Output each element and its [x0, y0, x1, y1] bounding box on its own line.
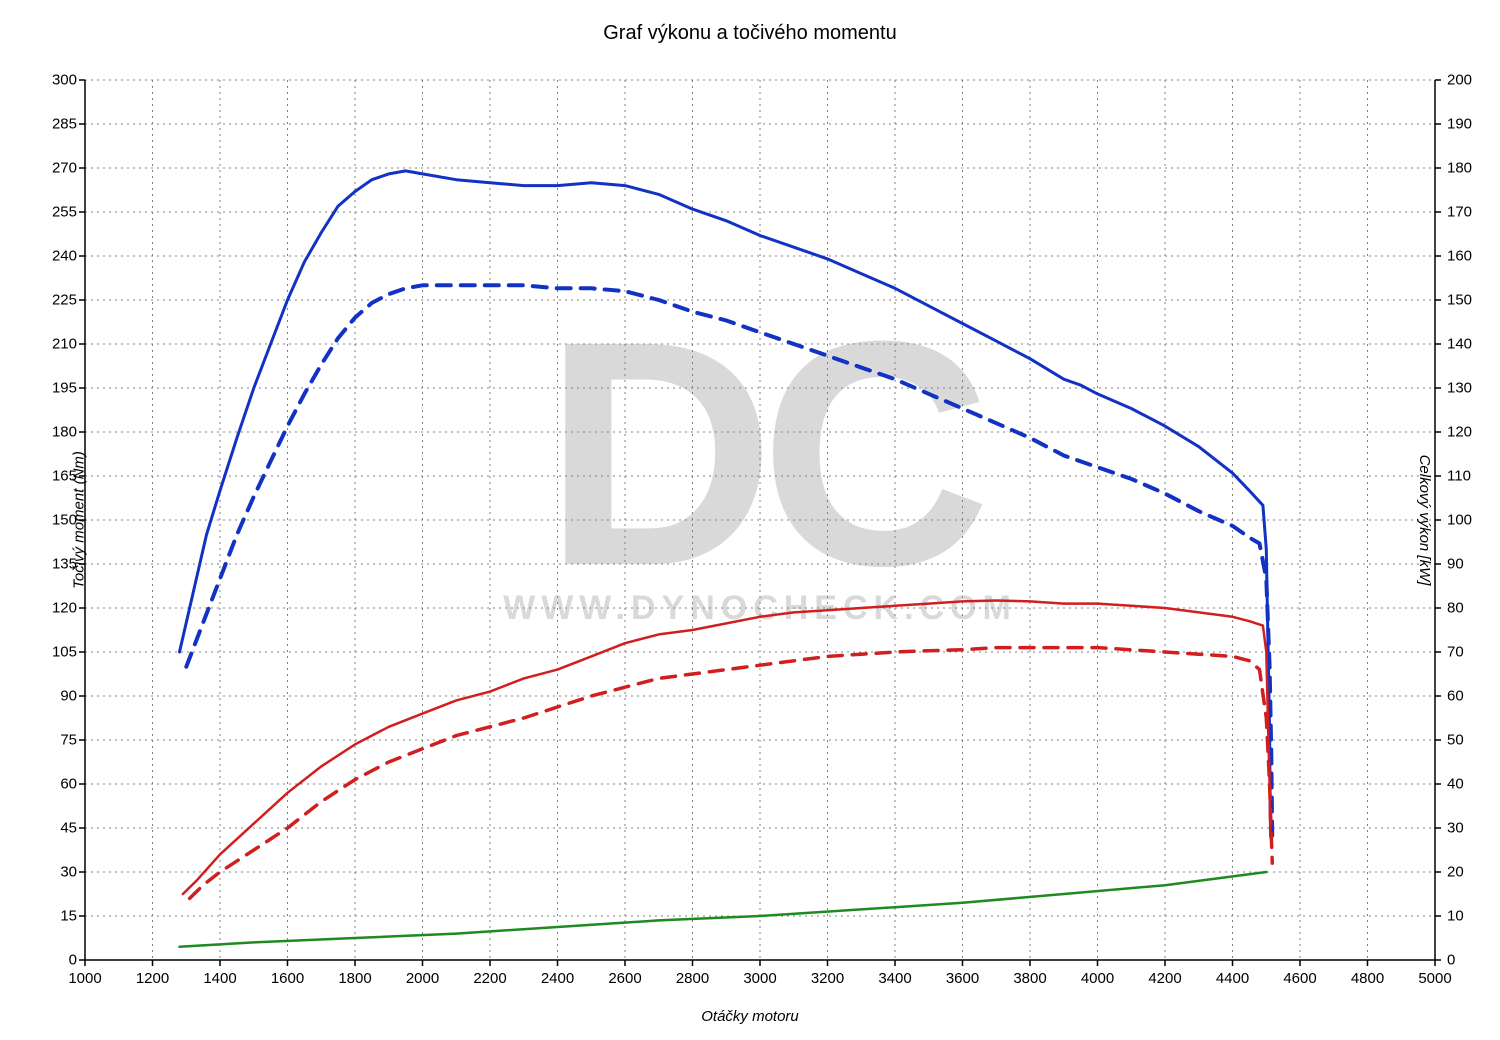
y-left-tick-label: 255 [37, 204, 77, 221]
x-tick-label: 1200 [136, 970, 169, 987]
y-left-tick-label: 75 [37, 732, 77, 749]
y-right-tick-label: 200 [1447, 72, 1472, 89]
y-right-tick-label: 170 [1447, 204, 1472, 221]
y-right-tick-label: 110 [1447, 468, 1471, 485]
y-left-tick-label: 210 [37, 336, 77, 353]
y-axis-left-label: Točivý moment (Nm) [70, 451, 87, 589]
y-right-tick-label: 30 [1447, 820, 1464, 837]
y-left-tick-label: 105 [37, 644, 77, 661]
y-right-tick-label: 100 [1447, 512, 1472, 529]
x-tick-label: 4800 [1351, 970, 1384, 987]
y-left-tick-label: 225 [37, 292, 77, 309]
watermark-dc: DC [544, 274, 985, 632]
y-left-tick-label: 300 [37, 72, 77, 89]
y-right-tick-label: 130 [1447, 380, 1472, 397]
y-right-tick-label: 150 [1447, 292, 1472, 309]
y-left-tick-label: 270 [37, 160, 77, 177]
y-right-tick-label: 40 [1447, 776, 1464, 793]
x-tick-label: 1000 [68, 970, 101, 987]
y-right-tick-label: 120 [1447, 424, 1472, 441]
x-tick-label: 2400 [541, 970, 574, 987]
series-power-stock [190, 648, 1273, 899]
x-axis-label: Otáčky motoru [0, 1008, 1500, 1025]
x-tick-label: 3000 [743, 970, 776, 987]
x-tick-label: 3400 [878, 970, 911, 987]
y-right-tick-label: 70 [1447, 644, 1464, 661]
x-tick-label: 3800 [1013, 970, 1046, 987]
y-left-tick-label: 90 [37, 688, 77, 705]
x-tick-label: 1400 [203, 970, 236, 987]
y-right-tick-label: 60 [1447, 688, 1464, 705]
x-tick-label: 4400 [1216, 970, 1249, 987]
x-tick-label: 3200 [811, 970, 844, 987]
y-right-tick-label: 0 [1447, 952, 1455, 969]
y-left-tick-label: 285 [37, 116, 77, 133]
y-right-tick-label: 20 [1447, 864, 1464, 881]
x-tick-label: 1600 [271, 970, 304, 987]
y-right-tick-label: 190 [1447, 116, 1472, 133]
x-tick-label: 2000 [406, 970, 439, 987]
y-right-tick-label: 80 [1447, 600, 1464, 617]
y-left-tick-label: 30 [37, 864, 77, 881]
x-tick-label: 4200 [1148, 970, 1181, 987]
y-right-tick-label: 50 [1447, 732, 1464, 749]
y-left-tick-label: 180 [37, 424, 77, 441]
y-right-tick-label: 140 [1447, 336, 1472, 353]
x-tick-label: 2600 [608, 970, 641, 987]
y-axis-right-label: Celkový výkon [kW] [1416, 455, 1433, 586]
x-tick-label: 4600 [1283, 970, 1316, 987]
x-tick-label: 2800 [676, 970, 709, 987]
chart-svg: DCWWW.DYNOCHECK.COM [0, 0, 1500, 1040]
y-left-tick-label: 0 [37, 952, 77, 969]
y-right-tick-label: 160 [1447, 248, 1472, 265]
series-loss-line [180, 872, 1267, 947]
y-left-tick-label: 120 [37, 600, 77, 617]
x-tick-label: 4000 [1081, 970, 1114, 987]
y-left-tick-label: 45 [37, 820, 77, 837]
x-tick-label: 1800 [338, 970, 371, 987]
y-right-tick-label: 180 [1447, 160, 1472, 177]
y-right-tick-label: 90 [1447, 556, 1464, 573]
x-tick-label: 3600 [946, 970, 979, 987]
y-right-tick-label: 10 [1447, 908, 1464, 925]
chart-container: Graf výkonu a točivého momentu DCWWW.DYN… [0, 0, 1500, 1040]
y-left-tick-label: 240 [37, 248, 77, 265]
x-tick-label: 5000 [1418, 970, 1451, 987]
y-left-tick-label: 60 [37, 776, 77, 793]
y-left-tick-label: 15 [37, 908, 77, 925]
x-tick-label: 2200 [473, 970, 506, 987]
series-power-tuned [183, 601, 1270, 895]
y-left-tick-label: 195 [37, 380, 77, 397]
